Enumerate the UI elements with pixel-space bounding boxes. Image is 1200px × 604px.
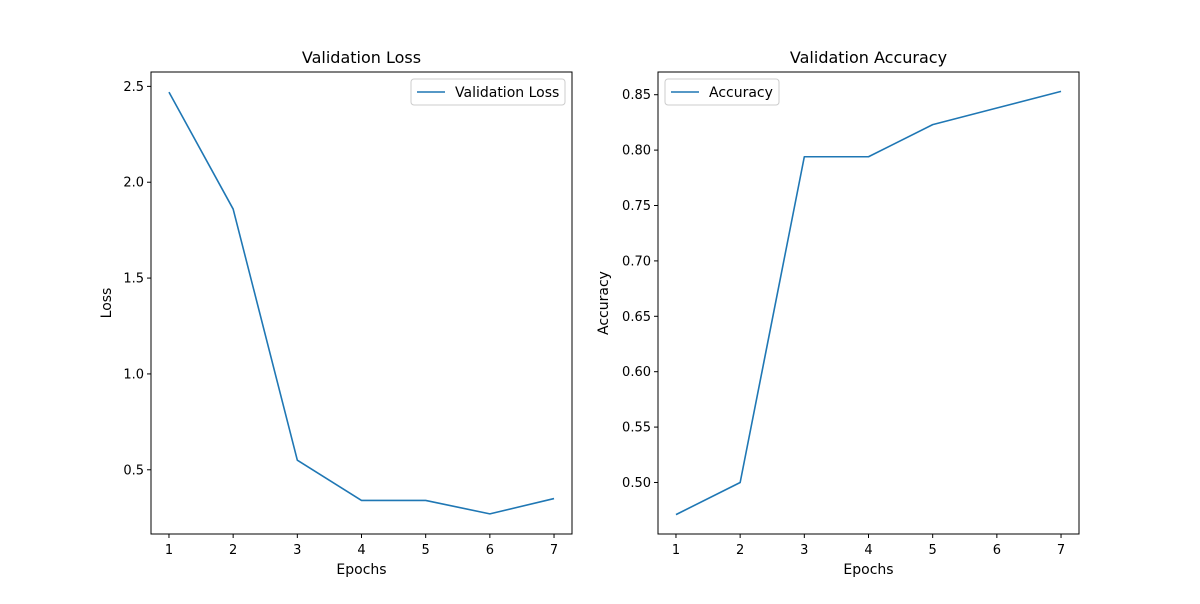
accuracy-x-tick-label: 5 (929, 543, 937, 558)
accuracy-y-tick-label: 0.75 (622, 199, 651, 214)
accuracy-legend-box (664, 78, 780, 106)
accuracy-y-tick-label: 0.70 (622, 254, 651, 269)
loss-series-line (168, 91, 555, 515)
accuracy-y-axis-label: Accuracy (596, 271, 612, 335)
accuracy-y-tick-label: 0.60 (622, 365, 651, 380)
accuracy-y-tick-label: 0.85 (622, 88, 651, 103)
accuracy-legend-label: Accuracy (709, 85, 773, 101)
loss-x-tick-label: 6 (486, 543, 494, 558)
loss-x-tick-label: 3 (293, 543, 301, 558)
loss-y-tick-label: 2.0 (123, 176, 144, 191)
loss-legend: Validation Loss (410, 78, 566, 106)
accuracy-y-tick-label: 0.80 (622, 144, 651, 159)
accuracy-x-tick-label: 1 (672, 543, 680, 558)
accuracy-y-tick-label: 0.65 (622, 310, 651, 325)
accuracy-plot-frame (657, 71, 1080, 535)
accuracy-x-tick-label: 7 (1057, 543, 1065, 558)
accuracy-x-axis-label: Epochs (843, 562, 893, 578)
loss-y-tick-label: 1.0 (123, 367, 144, 382)
accuracy-chart: Validation Accuracy Epochs Accuracy 1 2 3 4… (596, 48, 1080, 578)
accuracy-x-tick-label: 6 (993, 543, 1001, 558)
loss-plot-frame (150, 71, 573, 535)
loss-y-axis-label: Loss (99, 288, 115, 319)
loss-chart-title: Validation Loss (302, 48, 421, 67)
accuracy-x-tick-label: 3 (800, 543, 808, 558)
loss-x-tick-label: 4 (357, 543, 365, 558)
accuracy-y-tick-label: 0.55 (622, 421, 651, 436)
loss-legend-box (410, 78, 566, 106)
loss-x-tick-label: 2 (229, 543, 237, 558)
loss-x-tick-label: 5 (422, 543, 430, 558)
loss-y-tick-label: 0.5 (123, 463, 144, 478)
loss-x-axis-label: Epochs (336, 562, 386, 578)
loss-x-tick-label: 1 (165, 543, 173, 558)
accuracy-legend: Accuracy (664, 78, 780, 106)
accuracy-chart-title: Validation Accuracy (790, 48, 947, 67)
accuracy-x-tick-label: 4 (864, 543, 872, 558)
loss-x-tick-label: 7 (550, 543, 558, 558)
loss-y-tick-label: 1.5 (123, 272, 144, 287)
accuracy-series-line (675, 90, 1062, 516)
loss-legend-label: Validation Loss (455, 85, 559, 101)
accuracy-x-tick-label: 2 (736, 543, 744, 558)
loss-chart: Validation Loss Epochs Loss 1 2 3 4 5 6 7 0.5 1.… (99, 48, 573, 578)
loss-y-tick-label: 2.5 (123, 80, 144, 95)
accuracy-y-tick-label: 0.50 (622, 476, 651, 491)
